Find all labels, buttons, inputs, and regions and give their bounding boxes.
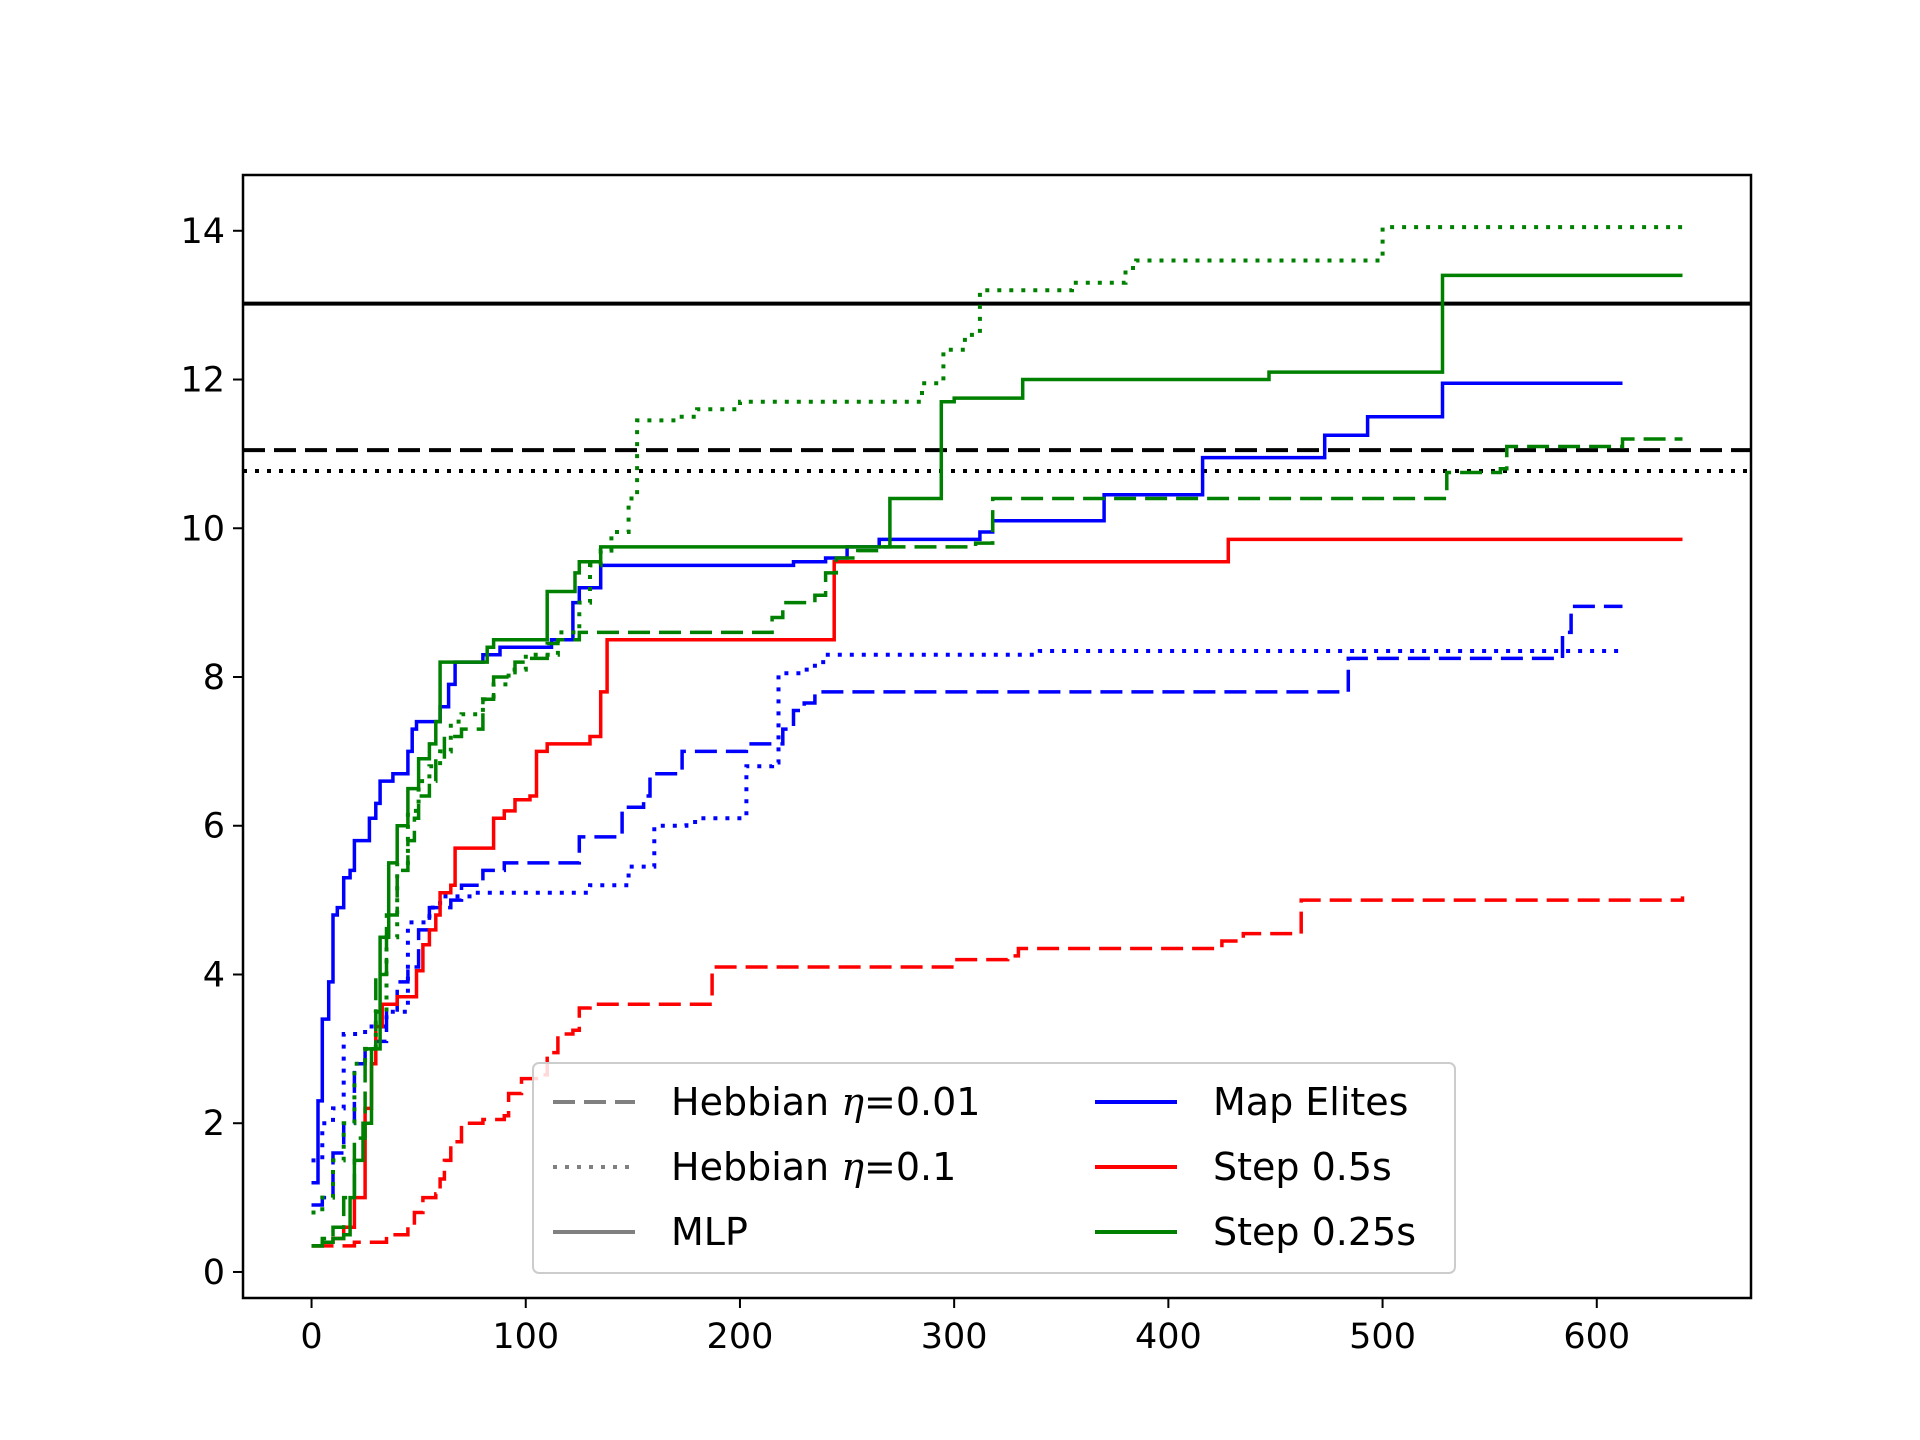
x-tick-label: 500: [1349, 1317, 1416, 1357]
axes-frame: [241, 173, 1753, 1300]
legend-label-eta: η: [841, 1080, 864, 1124]
legend-label: Map Elites: [1213, 1080, 1408, 1124]
y-tick-label: 12: [180, 361, 225, 401]
y-tick-label: 2: [203, 1104, 225, 1144]
series-line-0: [311, 381, 1623, 1185]
legend-label: Hebbian η=0.1: [671, 1145, 956, 1189]
legend-label-prefix: Hebbian: [671, 1080, 841, 1124]
legend-label-suffix: =0.1: [864, 1145, 956, 1189]
legend-label-prefix: MLP: [671, 1210, 748, 1254]
series-layer: [311, 225, 1685, 1248]
y-tick-label: 6: [203, 807, 225, 847]
y-tick-label: 10: [180, 509, 225, 549]
reference-lines: [243, 301, 1751, 473]
y-tick-label: 8: [203, 658, 225, 698]
series-line-5: [311, 273, 1683, 1248]
legend-label: MLP: [671, 1210, 748, 1254]
x-tick-label: 600: [1563, 1317, 1630, 1357]
y-tick-label: 14: [180, 212, 225, 252]
y-tick-label: 4: [203, 955, 225, 995]
legend-label: Hebbian η=0.01: [671, 1080, 980, 1124]
x-tick-label: 300: [921, 1317, 988, 1357]
x-tick-label: 0: [300, 1317, 322, 1357]
legend-label: Step 0.25s: [1213, 1210, 1416, 1254]
y-axis: 0 2 4 6 8 10 12 14: [180, 212, 243, 1293]
legend-box: [532, 1062, 1456, 1274]
x-tick-label: 200: [707, 1317, 774, 1357]
series-line-6: [311, 437, 1683, 1248]
x-tick-label: 400: [1135, 1317, 1202, 1357]
y-tick-label: 0: [203, 1253, 225, 1293]
legend-label-prefix: Hebbian: [671, 1145, 841, 1189]
legend-label-suffix: =0.01: [864, 1080, 980, 1124]
legend-label: Step 0.5s: [1213, 1145, 1392, 1189]
x-axis: 0 100 200 300 400 500 600: [300, 1298, 1630, 1357]
series-line-1: [311, 604, 1623, 1207]
x-tick-label: 100: [492, 1317, 559, 1357]
legend-label-eta: η: [841, 1145, 864, 1189]
